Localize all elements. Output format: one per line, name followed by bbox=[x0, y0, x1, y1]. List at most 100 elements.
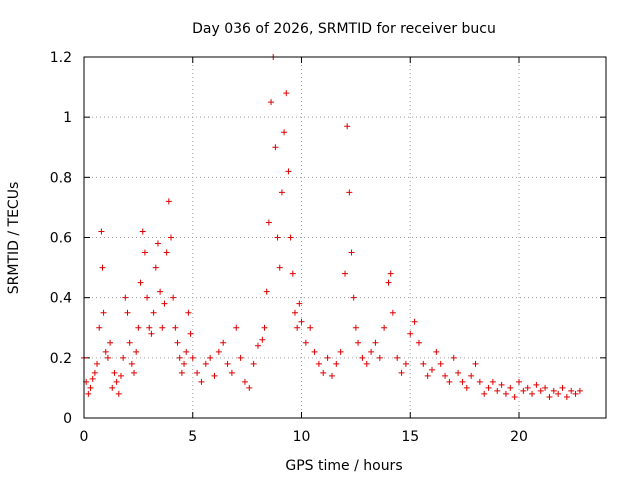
data-point bbox=[533, 381, 540, 388]
data-point bbox=[198, 378, 205, 385]
data-point bbox=[104, 354, 111, 361]
data-point bbox=[481, 390, 488, 397]
data-point bbox=[350, 294, 357, 301]
data-point bbox=[344, 123, 351, 130]
data-points bbox=[81, 54, 583, 400]
data-point bbox=[524, 384, 531, 391]
data-point bbox=[268, 99, 275, 106]
data-point bbox=[157, 288, 164, 295]
data-point bbox=[285, 168, 292, 175]
data-point bbox=[150, 309, 157, 316]
data-point bbox=[89, 375, 96, 382]
plot-frame bbox=[83, 56, 607, 419]
data-point bbox=[537, 387, 544, 394]
data-point bbox=[94, 360, 101, 367]
y-tick-label: 0.6 bbox=[50, 231, 72, 247]
data-point bbox=[320, 369, 327, 376]
data-point bbox=[161, 300, 168, 307]
data-point bbox=[433, 348, 440, 355]
data-point bbox=[278, 189, 285, 196]
ticks-layer: 0 5 10 15 20 0 0.2 0.4 0.6 0.8 1 1.2 bbox=[50, 50, 606, 445]
data-point bbox=[228, 369, 235, 376]
data-point bbox=[259, 336, 266, 343]
x-tick-label: 5 bbox=[188, 429, 197, 445]
data-point bbox=[520, 387, 527, 394]
data-point bbox=[402, 360, 409, 367]
y-tick-label: 1 bbox=[63, 110, 72, 126]
data-point bbox=[348, 249, 355, 256]
data-point bbox=[159, 324, 166, 331]
data-point bbox=[117, 372, 124, 379]
data-point bbox=[450, 354, 457, 361]
data-point bbox=[176, 354, 183, 361]
data-point bbox=[283, 90, 290, 97]
data-point bbox=[315, 360, 322, 367]
data-point bbox=[181, 360, 188, 367]
data-point bbox=[381, 324, 388, 331]
data-point bbox=[224, 360, 231, 367]
data-point bbox=[389, 309, 396, 316]
data-point bbox=[424, 372, 431, 379]
data-point bbox=[542, 384, 549, 391]
data-point bbox=[291, 309, 298, 316]
data-point bbox=[139, 228, 146, 235]
data-point bbox=[100, 309, 107, 316]
data-point bbox=[494, 387, 501, 394]
data-point bbox=[529, 390, 536, 397]
data-point bbox=[398, 369, 405, 376]
data-point bbox=[272, 144, 279, 151]
data-point bbox=[342, 270, 348, 277]
data-point bbox=[568, 387, 575, 394]
data-point bbox=[333, 360, 340, 367]
y-tick-label: 0.8 bbox=[50, 170, 72, 186]
data-point bbox=[489, 378, 496, 385]
data-point bbox=[368, 348, 375, 355]
data-point bbox=[207, 354, 214, 361]
data-point bbox=[507, 384, 514, 391]
data-point bbox=[296, 300, 303, 307]
data-point bbox=[289, 270, 296, 277]
y-axis-label: SRMTID / TECUs bbox=[6, 182, 22, 295]
data-point bbox=[172, 324, 179, 331]
data-point bbox=[363, 360, 370, 367]
data-point bbox=[128, 360, 135, 367]
data-point bbox=[237, 354, 244, 361]
data-point bbox=[415, 339, 422, 346]
data-point bbox=[502, 390, 509, 397]
y-tick-label: 0.2 bbox=[50, 351, 72, 367]
x-axis-label: GPS time / hours bbox=[285, 458, 402, 474]
x-tick-label: 10 bbox=[293, 429, 311, 445]
data-point bbox=[261, 324, 268, 331]
data-point bbox=[516, 378, 522, 385]
data-point bbox=[126, 339, 133, 346]
data-point bbox=[307, 324, 314, 331]
data-point bbox=[263, 288, 270, 295]
data-point bbox=[246, 384, 253, 391]
data-point bbox=[352, 324, 359, 331]
data-point bbox=[187, 330, 194, 337]
data-point bbox=[294, 324, 301, 331]
data-point bbox=[498, 381, 505, 388]
data-point bbox=[148, 330, 155, 337]
y-tick-label: 0.4 bbox=[50, 291, 72, 307]
data-point bbox=[250, 360, 257, 367]
data-point bbox=[394, 354, 401, 361]
data-point bbox=[376, 354, 383, 361]
data-point bbox=[485, 384, 492, 391]
data-point bbox=[174, 339, 181, 346]
data-point bbox=[420, 360, 427, 367]
data-point bbox=[437, 360, 444, 367]
data-point bbox=[183, 348, 190, 355]
data-point bbox=[287, 234, 294, 241]
grid-layer bbox=[84, 57, 606, 418]
data-point bbox=[337, 348, 344, 355]
data-point bbox=[328, 372, 335, 379]
data-point bbox=[298, 318, 305, 325]
data-point bbox=[163, 249, 170, 256]
x-tick-label: 15 bbox=[401, 429, 419, 445]
data-point bbox=[98, 228, 105, 235]
data-point bbox=[387, 270, 394, 277]
data-point bbox=[324, 354, 331, 361]
data-point bbox=[154, 240, 161, 247]
